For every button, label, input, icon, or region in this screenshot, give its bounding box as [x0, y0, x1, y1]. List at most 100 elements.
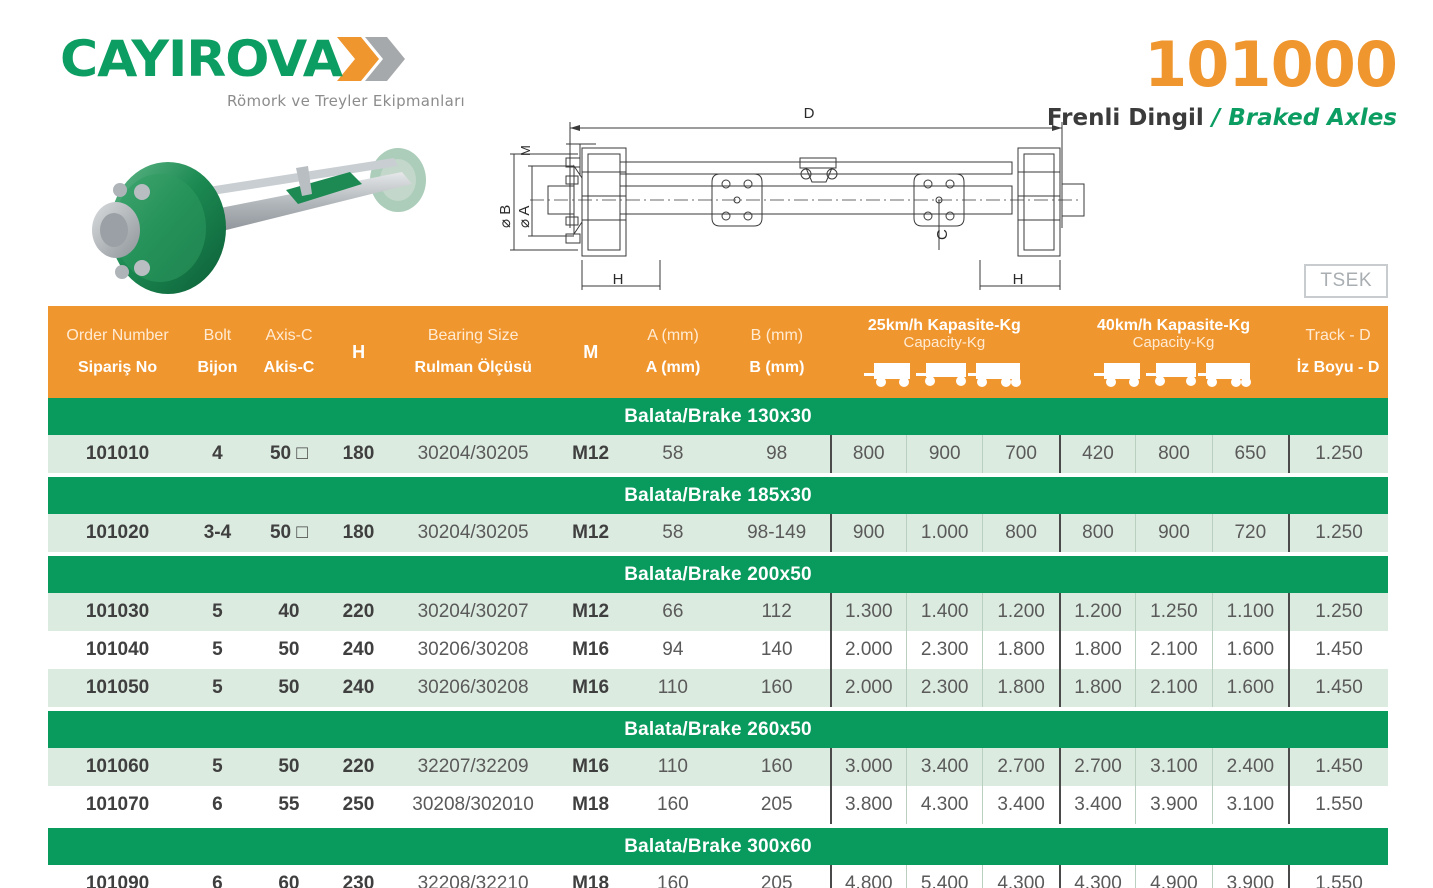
col-b-mm: B (mm) B (mm) [724, 306, 830, 398]
cell-capacity-40kmh: 2.700 [1058, 748, 1135, 786]
col-axis-c-tr: Akis-C [263, 358, 315, 376]
table-row[interactable]: 101050 5 50 240 30206/30208 M16 110 160 2.000 2.3… [48, 669, 1388, 707]
table-row[interactable]: 101040 5 50 240 30206/30208 M16 94 140 2.000 2.30… [48, 631, 1388, 669]
cell-a-mm: 94 [662, 639, 684, 660]
cell-bolt: 6 [212, 794, 223, 815]
cell-bolt: 4 [212, 443, 223, 464]
cell-capacity-40kmh: 3.100 [1211, 786, 1288, 824]
specification-table: Order Number Sipariş No Bolt Bijon Axis-… [48, 306, 1388, 888]
product-title: Frenli Dingil / Braked Axles [1047, 105, 1397, 131]
col-capacity-25kmh: 25km/h Kapasite-Kg Capacity-Kg [830, 306, 1059, 398]
cell-a-mm: 160 [657, 794, 689, 815]
product-title-en: / Braked Axles [1211, 104, 1397, 131]
table-row[interactable]: 101060 5 50 220 32207/32209 M16 110 160 3.000 3.4… [48, 748, 1388, 786]
product-header: 101000 Frenli Dingil / Braked Axles [1047, 34, 1398, 131]
cell-capacity-40kmh: 4.300 [1058, 865, 1135, 888]
cell-capacity-40kmh: 900 [1135, 514, 1211, 552]
cell-capacity-25kmh: 4.300 [982, 865, 1058, 888]
dim-label-h-left: H [613, 271, 624, 288]
cell-capacity-40kmh: 420 [1058, 435, 1135, 473]
dim-label-h-right: H [1013, 271, 1024, 288]
cell-capacity-40kmh: 1.200 [1058, 593, 1135, 631]
tsek-badge: TSEK [1304, 264, 1388, 298]
cell-order-number: 101010 [85, 443, 150, 464]
cell-b-mm: 205 [760, 873, 793, 888]
table-row[interactable]: 101090 6 60 230 32208/32210 M18 160 205 4.800 5.4… [48, 865, 1388, 888]
cell-b-mm: 160 [760, 677, 793, 698]
cell-capacity-25kmh: 1.400 [905, 593, 982, 631]
trailer-tandem-axle-icon [968, 361, 1024, 387]
trailer-single-axle-icon [1093, 361, 1146, 387]
table-row[interactable]: 101030 5 40 220 30204/30207 M12 66 112 1.300 1.40… [48, 593, 1388, 631]
cell-axis-c: 60 [278, 873, 300, 888]
capacity-40-title-en: Capacity-Kg [1132, 334, 1215, 352]
logo-chevrons-icon [335, 35, 409, 83]
cell-bolt: 6 [212, 873, 223, 888]
col-m: M [559, 306, 622, 398]
cell-h: 240 [342, 639, 375, 660]
cell-capacity-25kmh: 800 [829, 435, 906, 473]
section-band: Balata/Brake 130x30 [48, 398, 1388, 435]
cell-h: 220 [342, 756, 375, 777]
col-bearing-size: Bearing Size Rulman Ölçüsü [387, 306, 559, 398]
cell-capacity-40kmh: 2.100 [1135, 631, 1211, 669]
cell-capacity-25kmh: 3.400 [905, 748, 982, 786]
section-band: Balata/Brake 185x30 [48, 477, 1388, 514]
cell-capacity-40kmh: 1.600 [1211, 631, 1288, 669]
cell-b-mm: 112 [761, 601, 792, 622]
capacity-40-icons [1093, 361, 1254, 387]
col-bolt-tr: Bijon [197, 358, 238, 376]
cell-bearing-size: 30206/30208 [417, 639, 529, 660]
cell-h: 230 [342, 873, 375, 888]
section-band: Balata/Brake 300x60 [48, 828, 1388, 865]
cell-b-mm: 205 [760, 794, 793, 815]
cell-track-d: 1.550 [1288, 865, 1388, 888]
cell-a-mm: 58 [662, 522, 684, 543]
cell-capacity-25kmh: 3.400 [982, 786, 1058, 824]
table-row[interactable]: 101010 4 50 □ 180 30204/30205 M12 58 98 800 900 70… [48, 435, 1388, 473]
cell-capacity-25kmh: 4.300 [905, 786, 982, 824]
cell-track-d: 1.450 [1288, 669, 1388, 707]
cell-axis-c: 40 [278, 601, 300, 622]
cell-b-mm: 98-149 [747, 522, 807, 543]
cell-capacity-25kmh: 2.000 [829, 669, 906, 707]
dim-label-dia-b: ⌀ B [497, 205, 514, 228]
col-bearing-size-tr: Rulman Ölçüsü [414, 358, 532, 376]
trailer-single-axle-icon [864, 361, 916, 387]
row-spacer [48, 473, 1388, 477]
col-bolt-en: Bolt [203, 327, 232, 345]
table-row[interactable]: 101020 3-4 50 □ 180 30204/30205 M12 58 98-149 90… [48, 514, 1388, 552]
col-bolt: Bolt Bijon [187, 306, 248, 398]
cell-m: M12 [572, 522, 610, 543]
cell-axis-c: 50 [278, 756, 300, 777]
cell-bearing-size: 32208/32210 [417, 873, 529, 888]
cell-axis-c: 50 □ [269, 522, 308, 543]
brand-name: CAYIROVA [60, 30, 343, 88]
cell-track-d: 1.550 [1288, 786, 1388, 824]
col-h: H [330, 306, 387, 398]
cell-a-mm: 160 [657, 873, 689, 888]
cell-h: 240 [342, 677, 375, 698]
dim-label-d: D [804, 105, 815, 122]
cell-capacity-40kmh: 3.400 [1058, 786, 1135, 824]
cell-order-number: 101070 [85, 794, 150, 815]
col-order-number: Order Number Sipariş No [48, 306, 187, 398]
cell-order-number: 101050 [85, 677, 150, 698]
cell-m: M12 [572, 601, 610, 622]
table-row[interactable]: 101070 6 55 250 30208/302010 M18 160 205 3.800 4.… [48, 786, 1388, 824]
cell-order-number: 101060 [85, 756, 150, 777]
cell-capacity-40kmh: 1.250 [1135, 593, 1211, 631]
cell-bolt: 5 [212, 677, 223, 698]
cell-b-mm: 160 [760, 756, 793, 777]
cell-track-d: 1.450 [1288, 748, 1388, 786]
cell-bearing-size: 30204/30205 [417, 443, 529, 464]
cell-bearing-size: 30204/30207 [417, 601, 529, 622]
cell-bolt: 5 [212, 756, 223, 777]
col-a-mm: A (mm) A (mm) [622, 306, 724, 398]
cell-axis-c: 50 [278, 639, 300, 660]
cell-capacity-25kmh: 2.700 [982, 748, 1058, 786]
capacity-25-title-en: Capacity-Kg [903, 334, 986, 352]
col-bearing-size-en: Bearing Size [427, 327, 519, 345]
cell-capacity-40kmh: 4.900 [1135, 865, 1211, 888]
